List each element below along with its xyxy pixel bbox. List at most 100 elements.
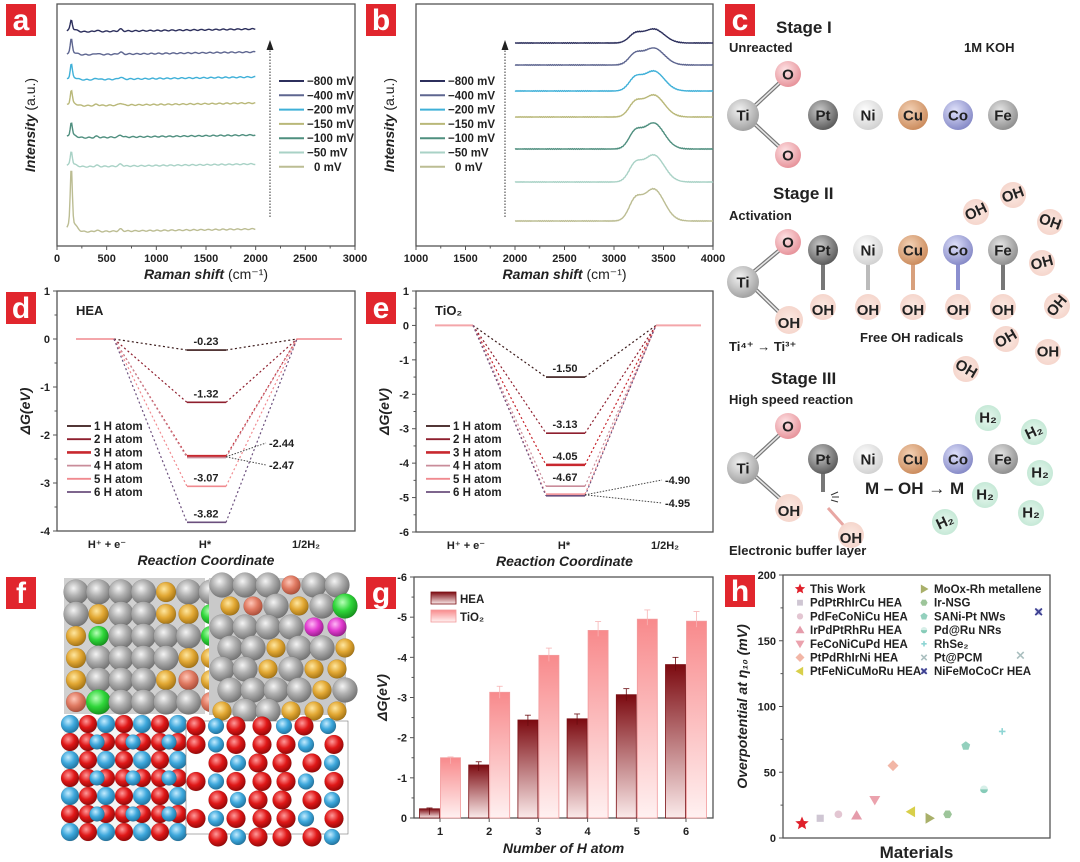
- x-tick-label: 2500: [552, 253, 576, 265]
- atom-cu: [898, 444, 928, 474]
- x-tick-label: 4: [585, 826, 592, 838]
- arrowhead-icon: [501, 40, 509, 50]
- bar-tio2: [636, 618, 658, 819]
- x-tick-label: 500: [97, 253, 115, 265]
- dashed-connector-right: [225, 338, 298, 351]
- atom-label: O: [782, 67, 794, 84]
- atom-label: Co: [948, 452, 968, 469]
- legend-label: SANi-Pt NWs: [934, 611, 1006, 623]
- panel-label-box-a: [6, 4, 36, 36]
- tio2-atom: [294, 716, 314, 736]
- y-tick-label: 0: [401, 813, 407, 825]
- spectrum-line-6: [66, 170, 256, 233]
- tio2-atom: [60, 750, 80, 770]
- panel-label-h: h: [731, 575, 749, 608]
- annotation-leader: [225, 442, 267, 458]
- bar-tio2: [538, 654, 560, 819]
- tio2-atom: [275, 717, 293, 735]
- legend-marker: [920, 630, 928, 634]
- atom-label: O: [782, 235, 794, 252]
- x-tick-label: 3000: [343, 253, 367, 265]
- x-tick-label: 3500: [651, 253, 675, 265]
- atom-ni: [853, 100, 883, 130]
- hea-atom: [266, 638, 286, 658]
- hea-atom: [130, 645, 157, 671]
- bar-hea: [468, 764, 490, 819]
- legend-marker: [921, 641, 927, 647]
- tio2-atom: [114, 822, 134, 842]
- legend-label: PtPdRhIrNi HEA: [810, 653, 898, 665]
- spectrum-line-5: [514, 153, 714, 184]
- tio2-atom: [208, 827, 228, 847]
- free-oh-bubble: [993, 326, 1019, 352]
- hea-atom: [175, 579, 202, 605]
- data-point: [834, 810, 843, 819]
- oh-group: [775, 494, 803, 522]
- hea-atom: [130, 689, 157, 715]
- legend-marker: [920, 667, 928, 675]
- value-annotation: -3.07: [193, 472, 218, 484]
- dashed-connector-right: [584, 325, 657, 497]
- legend-swatch-hea: [430, 591, 457, 605]
- legend-label: This Work: [810, 584, 866, 596]
- annotation-leader: [584, 494, 663, 504]
- legend-label: TiO₂: [460, 612, 484, 624]
- legend-label: PtFeNiCuMoRu HEA: [810, 666, 921, 678]
- hea-atom: [212, 701, 232, 721]
- x-category-label: 1/2H₂: [651, 540, 679, 552]
- dashed-connector-left: [113, 338, 188, 458]
- atom-label: Co: [948, 108, 968, 125]
- electrolyte-label: 1M KOH: [964, 40, 1015, 55]
- legend-marker: [920, 654, 928, 661]
- tio2-atom: [96, 750, 116, 770]
- hea-atom: [155, 669, 177, 691]
- y-tick-label: -5: [399, 493, 409, 505]
- tio2-atom: [150, 786, 170, 806]
- spectrum-line-4: [514, 122, 714, 151]
- tio2-atom: [248, 827, 268, 847]
- tio2-atom: [168, 714, 188, 734]
- value-annotation: -3.82: [193, 508, 218, 520]
- data-point: [869, 796, 881, 806]
- tio2-atom: [125, 806, 141, 822]
- panel-label-c: c: [732, 4, 749, 37]
- legend-label: −50 mV: [307, 148, 348, 160]
- x-tick-label: 3: [535, 826, 541, 838]
- release-icon: [830, 491, 839, 503]
- panel-label-b: b: [372, 4, 390, 37]
- x-tick-label: 5: [634, 826, 640, 838]
- legend-label: 4 H atom: [453, 461, 502, 473]
- x-tick-label: 2000: [243, 253, 267, 265]
- atom-pt: [808, 444, 838, 474]
- panel-a-raman-low: 0 500 1000 1500 2000 2500 3000 Raman shift (cm⁻…: [22, 3, 367, 282]
- panel-b-raman-high: 1000 1500 2000 2500 3000 3500 4000 Raman shift …: [381, 3, 725, 282]
- x-category-label: 1/2H₂: [292, 539, 320, 551]
- y-tick-label: 0: [403, 320, 409, 332]
- legend-label: −150 mV: [448, 119, 495, 131]
- x-axis-label: Number of H atom: [503, 840, 624, 856]
- atom-fe: [988, 444, 1018, 474]
- dashed-connector-left: [472, 325, 547, 497]
- dashed-connector-left: [113, 338, 188, 523]
- x-category-label: H⁺ + e⁻: [447, 540, 485, 552]
- legend-label: −800 mV: [448, 76, 495, 88]
- hea-atom: [88, 603, 109, 625]
- spectrum-line-2: [514, 69, 714, 93]
- x-category-label: H*: [558, 540, 571, 552]
- spectrum-line-4: [66, 122, 256, 139]
- panel-label-g: g: [372, 577, 390, 610]
- y-tick-label: -4: [399, 458, 410, 470]
- bar-tio2: [440, 757, 461, 819]
- annotation-leader: [225, 456, 267, 466]
- legend-label: HEA: [460, 594, 484, 606]
- tio2-atom: [96, 714, 116, 734]
- atom-cu: [898, 100, 928, 130]
- x-tick-label: 1000: [144, 253, 168, 265]
- tio2-atom: [276, 734, 296, 755]
- legend-marker: [920, 612, 928, 620]
- data-point: [961, 741, 971, 750]
- atom-label: Pt: [816, 452, 831, 469]
- tio2-atom: [150, 822, 170, 842]
- tio2-atom: [96, 822, 116, 842]
- hea-atom: [281, 575, 301, 595]
